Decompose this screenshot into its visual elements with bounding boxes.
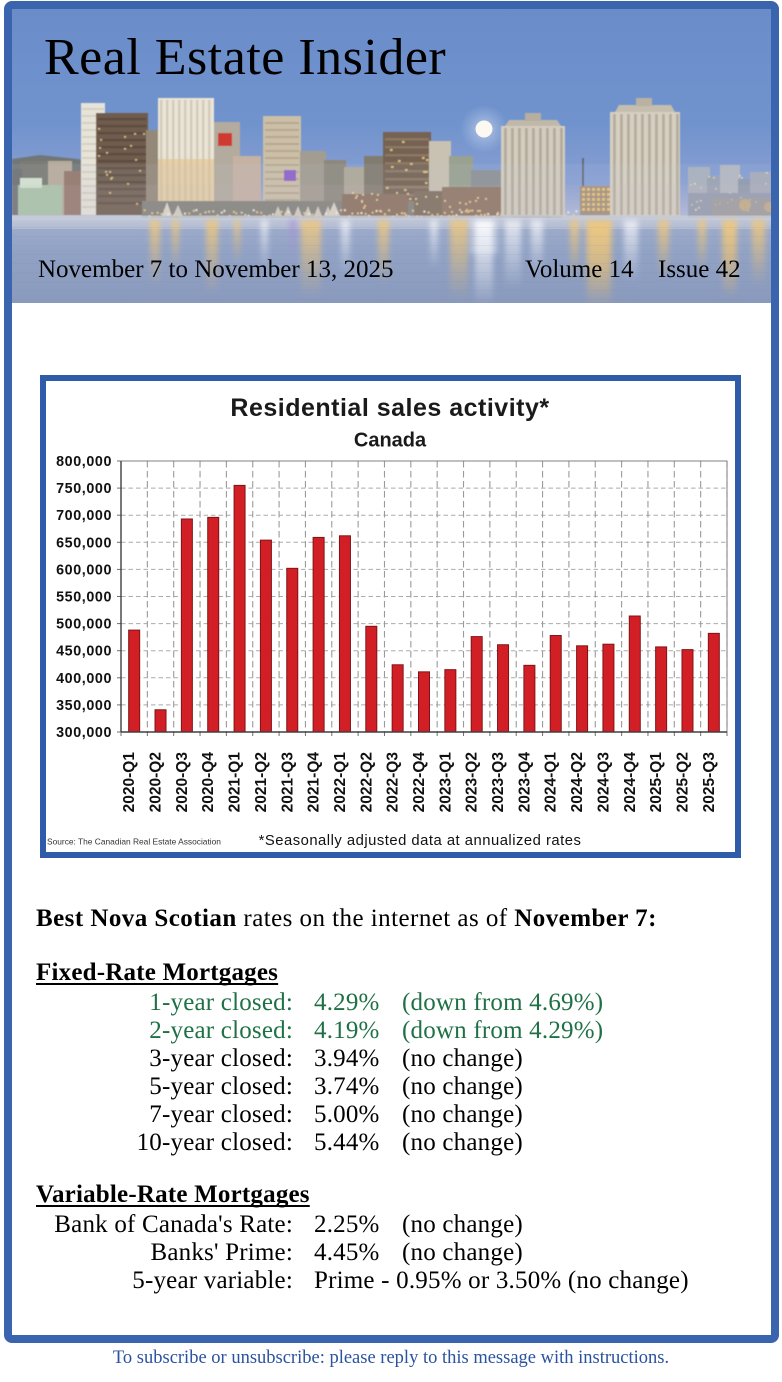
svg-text:2024-Q2: 2024-Q2 bbox=[569, 752, 586, 812]
svg-text:800,000: 800,000 bbox=[56, 454, 112, 470]
svg-text:2022-Q2: 2022-Q2 bbox=[358, 752, 375, 812]
svg-text:2023-Q2: 2023-Q2 bbox=[464, 752, 481, 812]
svg-text:2025-Q3: 2025-Q3 bbox=[701, 752, 718, 813]
svg-text:400,000: 400,000 bbox=[56, 671, 112, 687]
svg-text:750,000: 750,000 bbox=[56, 481, 112, 497]
svg-text:2024-Q4: 2024-Q4 bbox=[622, 752, 639, 813]
svg-text:2024-Q1: 2024-Q1 bbox=[543, 752, 560, 813]
svg-text:Residential sales activity*: Residential sales activity* bbox=[230, 394, 549, 422]
svg-text:450,000: 450,000 bbox=[56, 644, 112, 660]
svg-text:2020-Q3: 2020-Q3 bbox=[174, 752, 191, 813]
svg-text:650,000: 650,000 bbox=[56, 535, 112, 551]
svg-text:2023-Q3: 2023-Q3 bbox=[490, 752, 507, 813]
svg-text:700,000: 700,000 bbox=[56, 508, 112, 524]
svg-text:500,000: 500,000 bbox=[56, 617, 112, 633]
svg-text:2025-Q1: 2025-Q1 bbox=[648, 752, 665, 813]
svg-text:300,000: 300,000 bbox=[56, 725, 112, 741]
svg-text:Source: The Canadian Real Esta: Source: The Canadian Real Estate Associa… bbox=[47, 837, 221, 847]
svg-text:2024-Q3: 2024-Q3 bbox=[595, 752, 612, 813]
svg-text:2022-Q4: 2022-Q4 bbox=[411, 752, 428, 813]
svg-text:2021-Q3: 2021-Q3 bbox=[279, 752, 296, 813]
svg-text:2023-Q4: 2023-Q4 bbox=[516, 752, 533, 813]
svg-text:2021-Q2: 2021-Q2 bbox=[253, 752, 270, 812]
svg-text:2020-Q1: 2020-Q1 bbox=[121, 752, 138, 813]
svg-text:2021-Q1: 2021-Q1 bbox=[227, 752, 244, 813]
svg-text:2020-Q4: 2020-Q4 bbox=[200, 752, 217, 813]
svg-text:2023-Q1: 2023-Q1 bbox=[437, 752, 454, 813]
svg-text:600,000: 600,000 bbox=[56, 562, 112, 578]
svg-text:2020-Q2: 2020-Q2 bbox=[148, 752, 165, 812]
svg-text:Canada: Canada bbox=[354, 429, 427, 451]
svg-text:2022-Q3: 2022-Q3 bbox=[385, 752, 402, 813]
svg-text:*Seasonally adjusted data at a: *Seasonally adjusted data at annualized … bbox=[259, 833, 582, 849]
svg-text:350,000: 350,000 bbox=[56, 698, 112, 714]
svg-text:2025-Q2: 2025-Q2 bbox=[674, 752, 691, 812]
svg-text:550,000: 550,000 bbox=[56, 590, 112, 606]
svg-text:2021-Q4: 2021-Q4 bbox=[306, 752, 323, 813]
svg-text:2022-Q1: 2022-Q1 bbox=[332, 752, 349, 813]
